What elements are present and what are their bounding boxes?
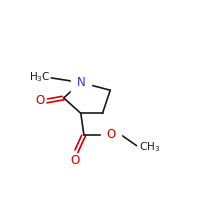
Text: CH$_3$: CH$_3$	[139, 140, 160, 154]
Text: O: O	[35, 94, 44, 107]
Text: O: O	[71, 154, 80, 167]
Text: O: O	[106, 128, 116, 141]
Text: N: N	[76, 76, 85, 89]
Text: H$_3$C: H$_3$C	[29, 71, 51, 84]
